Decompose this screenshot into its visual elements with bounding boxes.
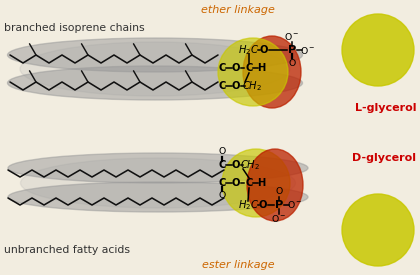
Text: D-glycerol: D-glycerol — [352, 153, 416, 163]
Text: O: O — [259, 200, 267, 210]
Text: O: O — [232, 160, 240, 170]
Text: O: O — [276, 188, 283, 197]
Text: O: O — [218, 147, 226, 156]
Ellipse shape — [247, 149, 303, 221]
Ellipse shape — [21, 158, 296, 208]
Text: O: O — [260, 45, 268, 55]
Ellipse shape — [20, 42, 290, 96]
Text: O: O — [218, 191, 226, 200]
Text: O: O — [289, 59, 296, 67]
Text: branched isoprene chains: branched isoprene chains — [4, 23, 144, 33]
Text: L-glycerol: L-glycerol — [354, 103, 416, 113]
Ellipse shape — [8, 182, 308, 212]
Text: O$^-$: O$^-$ — [284, 32, 300, 43]
Text: H: H — [257, 63, 265, 73]
Circle shape — [342, 14, 414, 86]
Ellipse shape — [243, 36, 301, 108]
Text: C: C — [218, 81, 226, 91]
Text: O$^-$: O$^-$ — [271, 213, 287, 224]
Ellipse shape — [8, 38, 302, 72]
Text: $CH_2$: $CH_2$ — [240, 158, 260, 172]
Text: P: P — [288, 45, 296, 55]
Circle shape — [342, 194, 414, 266]
Text: C: C — [218, 178, 226, 188]
Text: $CH_2$: $CH_2$ — [242, 79, 262, 93]
Ellipse shape — [222, 149, 290, 217]
Ellipse shape — [8, 153, 308, 183]
Text: P: P — [275, 200, 283, 210]
Text: O$^-$: O$^-$ — [300, 45, 316, 56]
Text: ether linkage: ether linkage — [201, 5, 275, 15]
Text: $H_2C$: $H_2C$ — [239, 43, 260, 57]
Text: C: C — [218, 160, 226, 170]
Text: C: C — [245, 178, 253, 188]
Text: ester linkage: ester linkage — [202, 260, 274, 270]
Ellipse shape — [8, 66, 302, 100]
Text: $H_2C$: $H_2C$ — [239, 198, 260, 212]
Text: O: O — [232, 81, 240, 91]
Ellipse shape — [218, 38, 288, 106]
Text: O: O — [232, 178, 240, 188]
Text: O$^-$: O$^-$ — [287, 199, 303, 210]
Text: C: C — [218, 63, 226, 73]
Text: O: O — [232, 63, 240, 73]
Text: unbranched fatty acids: unbranched fatty acids — [4, 245, 130, 255]
Text: H: H — [257, 178, 265, 188]
Text: C: C — [245, 63, 253, 73]
